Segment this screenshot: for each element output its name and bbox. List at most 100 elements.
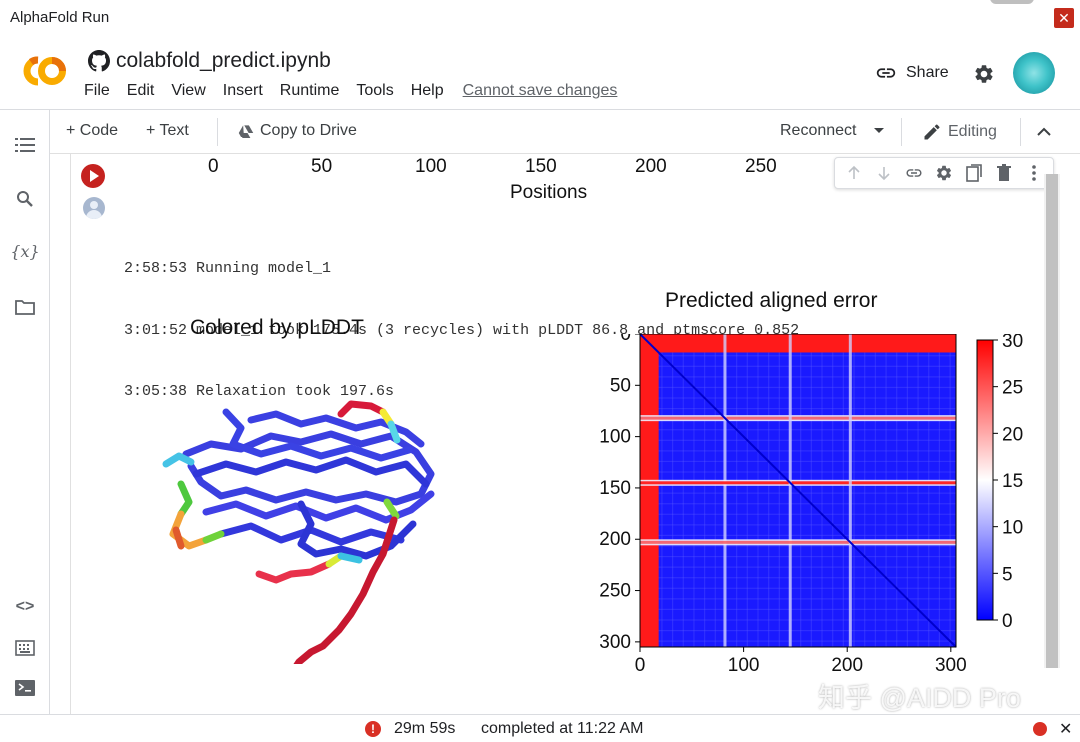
pae-colorbar-tick-label: 5	[1002, 564, 1013, 585]
share-button[interactable]: Share	[875, 62, 949, 84]
menu-bar: File Edit View Insert Runtime Tools Help…	[84, 82, 634, 100]
top-axis-tick: 200	[635, 156, 667, 177]
link-icon	[876, 68, 896, 78]
menu-insert[interactable]: Insert	[222, 82, 263, 99]
pae-colorbar-tick-label: 0	[1002, 611, 1013, 632]
cell-link-icon[interactable]	[904, 163, 924, 183]
notebook-toolbar: + Code + Text Copy to Drive Reconnect Ed…	[0, 110, 1080, 154]
pae-texture-stripe	[640, 386, 956, 389]
more-vert-icon[interactable]	[1024, 163, 1044, 183]
pae-diagonal	[639, 334, 957, 648]
pae-texture-stripe	[640, 545, 956, 547]
pae-texture-stripe	[800, 334, 802, 647]
left-sidebar: {x} <>	[0, 110, 50, 714]
code-snippets-icon[interactable]: <>	[15, 598, 35, 615]
editing-mode-button[interactable]: Editing	[922, 122, 997, 142]
pae-texture-stripe	[704, 334, 706, 647]
pae-texture-stripe	[640, 471, 956, 473]
move-down-arrow-icon[interactable]	[874, 163, 894, 183]
output-avatar-icon	[83, 197, 105, 219]
error-warning-icon[interactable]: !	[365, 721, 381, 737]
notebook-content: 0 50 100 150 200 250 300 Positions 2:58:…	[51, 154, 1080, 714]
menu-help[interactable]: Help	[410, 82, 444, 99]
menu-file[interactable]: File	[84, 82, 110, 99]
pae-texture-stripe	[928, 334, 930, 647]
pae-texture-stripe	[640, 608, 956, 611]
protein-structure-image	[162, 400, 435, 664]
move-up-arrow-icon[interactable]	[844, 163, 864, 183]
colab-logo-icon[interactable]	[17, 51, 69, 91]
pae-texture-stripe	[640, 577, 956, 579]
toc-icon[interactable]	[14, 134, 36, 156]
status-bar: ! 29m 59s completed at 11:22 AM ✕	[0, 714, 1080, 742]
reconnect-button[interactable]: Reconnect	[780, 122, 885, 140]
pae-texture-stripe	[746, 334, 748, 647]
delete-cell-icon[interactable]	[994, 163, 1014, 183]
pae-texture-stripe	[714, 334, 716, 647]
top-axis-tick: 250	[745, 156, 777, 177]
pae-texture-stripe	[832, 334, 834, 647]
content-scrollbar[interactable]	[1044, 174, 1060, 668]
pae-col-band	[788, 334, 792, 647]
settings-gear-icon[interactable]	[973, 63, 995, 85]
pae-texture-stripe	[640, 450, 956, 452]
pae-texture-stripe	[640, 524, 956, 526]
cannot-save-link[interactable]: Cannot save changes	[462, 82, 618, 99]
cell-left-border	[70, 154, 71, 714]
menu-view[interactable]: View	[171, 82, 206, 99]
pae-texture-stripe	[938, 334, 941, 647]
window-titlebar: AlphaFold Run ✕	[0, 0, 1080, 36]
search-icon[interactable]	[14, 188, 36, 210]
watermark-text: 知乎 @AIDD Pro	[818, 683, 1021, 713]
copy-to-drive-button[interactable]: Copy to Drive	[238, 122, 357, 140]
notebook-title[interactable]: colabfold_predict.ipynb	[88, 48, 331, 74]
pae-y-tick-label: 100	[599, 427, 631, 448]
scrollbar-thumb[interactable]	[1046, 174, 1058, 668]
terminal-icon[interactable]	[14, 677, 36, 699]
add-text-button[interactable]: + Text	[146, 122, 189, 140]
chevron-up-icon[interactable]	[1036, 126, 1052, 138]
cell-settings-gear-icon[interactable]	[934, 163, 954, 183]
window-title: AlphaFold Run	[10, 9, 110, 26]
pae-plot-title: Predicted aligned error	[665, 289, 878, 312]
pae-y-tick-label: 150	[599, 478, 631, 499]
notebook-name: colabfold_predict.ipynb	[116, 49, 331, 72]
pae-texture-stripe	[864, 334, 866, 647]
pae-texture-stripe	[640, 555, 956, 558]
status-close-button[interactable]: ✕	[1059, 721, 1073, 738]
add-text-label: + Text	[146, 122, 189, 139]
folder-icon[interactable]	[14, 296, 36, 318]
pae-texture-stripe	[640, 460, 956, 463]
window-close-button[interactable]: ✕	[1054, 8, 1074, 28]
pae-texture-stripe	[640, 492, 956, 494]
pae-texture-stripe	[640, 619, 956, 621]
pae-texture-stripe	[640, 566, 956, 568]
pae-texture-stripe	[853, 334, 855, 647]
menu-runtime[interactable]: Runtime	[279, 82, 340, 99]
pae-texture-stripe	[640, 355, 956, 357]
add-code-button[interactable]: + Code	[66, 122, 118, 140]
pae-texture-stripe	[682, 334, 684, 647]
top-axis-tick: 0	[208, 156, 219, 177]
run-cell-button[interactable]	[81, 164, 105, 188]
recording-dot-icon	[1033, 722, 1047, 736]
github-icon	[88, 50, 110, 72]
toolbar-divider	[1020, 118, 1021, 146]
log-line: 2:58:53 Running model_1	[124, 260, 332, 277]
pae-colorbar	[976, 339, 994, 621]
pencil-icon	[924, 124, 940, 140]
menu-edit[interactable]: Edit	[126, 82, 155, 99]
user-avatar[interactable]	[1013, 52, 1055, 94]
command-palette-icon[interactable]	[14, 637, 36, 659]
chevron-down-icon	[873, 128, 884, 133]
execution-completed: completed at 11:22 AM	[481, 720, 644, 737]
menu-tools[interactable]: Tools	[356, 82, 394, 99]
colab-header: colabfold_predict.ipynb File Edit View I…	[0, 36, 1080, 110]
variables-icon[interactable]: {x}	[10, 241, 40, 261]
cell-toolbar	[834, 157, 1054, 189]
pae-x-tick-label: 0	[635, 655, 646, 676]
mirror-cell-icon[interactable]	[964, 163, 984, 183]
top-axis-tick: 150	[525, 156, 557, 177]
pae-texture-stripe	[640, 513, 956, 515]
